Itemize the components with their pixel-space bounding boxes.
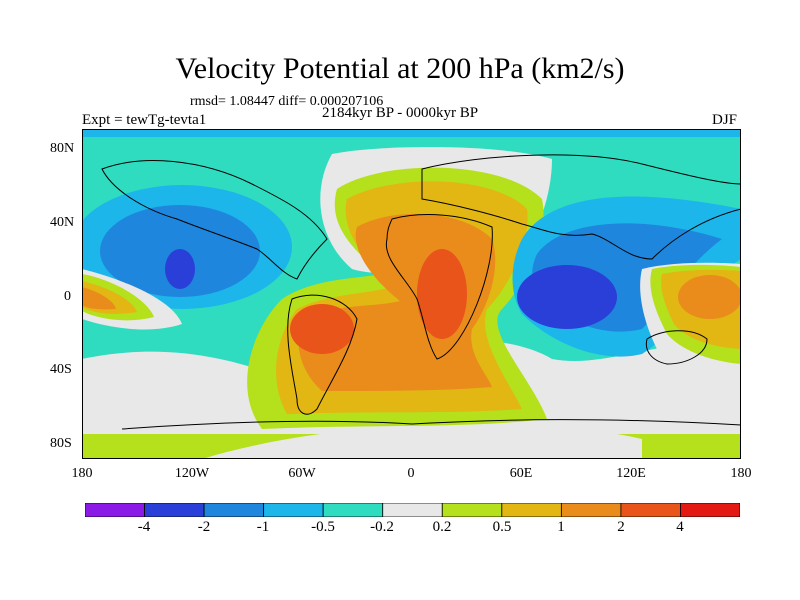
field-pacific-minus-2 — [165, 249, 195, 289]
lat-label-80n: 80N — [50, 141, 75, 156]
colorbar-box-2 — [203, 503, 265, 517]
lat-label-40s: 40S — [50, 362, 72, 377]
field-indian-minus-2 — [517, 265, 617, 329]
lat-label-equator: 0 — [64, 289, 71, 304]
colorbar-box-5 — [382, 503, 443, 517]
colorbar-box-3 — [263, 503, 324, 517]
field-north-edge — [82, 129, 741, 137]
colorbar-label-minus-1: -1 — [256, 519, 270, 535]
colorbar-label-1: 1 — [557, 519, 565, 535]
lon-label-120e: 120E — [616, 466, 646, 481]
lat-label-80s: 80S — [50, 436, 72, 451]
stats-label: rmsd= 1.08447 diff= 0.000207106 — [190, 94, 384, 109]
field-antarctic-neutral — [202, 423, 642, 459]
colorbar-box-7 — [501, 503, 562, 517]
coast-eurasia — [421, 154, 741, 260]
period-label: 2184kyr BP - 0000kyr BP — [322, 105, 479, 121]
colorbar-label-minus-2: -2 — [197, 519, 211, 535]
colorbar-box-6 — [441, 503, 503, 517]
map-frame — [82, 129, 741, 459]
field-east-pacific-plus-1 — [82, 287, 116, 310]
velocity-potential-map — [82, 129, 741, 459]
colorbar-box-8 — [560, 503, 622, 517]
colorbar-box-0 — [85, 503, 145, 517]
lon-label-60w: 60W — [288, 466, 316, 481]
colorbar-label-minus-0p5: -0.5 — [311, 519, 335, 535]
lat-label-40n: 40N — [50, 215, 75, 230]
colorbar-box-1 — [144, 503, 205, 517]
lon-label-60e: 60E — [509, 466, 533, 481]
coast-antarctica — [121, 419, 741, 430]
colorbar-label-minus-4: -4 — [137, 519, 151, 535]
colorbar — [85, 503, 740, 517]
lon-label-120w: 120W — [174, 466, 210, 481]
coast-north-america — [101, 160, 328, 280]
field-south-america-plus-2 — [290, 304, 354, 354]
season-label: DJF — [712, 112, 738, 128]
coast-africa — [385, 214, 493, 360]
colorbar-box-10 — [680, 503, 740, 517]
colorbar-label-minus-0p2: -0.2 — [370, 519, 394, 535]
colorbar-label-4: 4 — [676, 519, 684, 535]
experiment-label: Expt = tewTg-tevta1 — [82, 112, 207, 128]
colorbar-label-0p5: 0.5 — [492, 519, 512, 535]
lon-label-180w: 180 — [71, 466, 93, 481]
lon-label-180e: 180 — [730, 466, 752, 481]
colorbar-label-0p2: 0.2 — [432, 519, 452, 535]
coast-south-america — [287, 294, 358, 415]
colorbar-box-9 — [620, 503, 681, 517]
coast-australia — [645, 330, 708, 365]
lon-label-0: 0 — [407, 466, 415, 481]
colorbar-box-4 — [322, 503, 384, 517]
map-title: Velocity Potential at 200 hPa (km2/s) — [175, 52, 625, 85]
field-africa-plus-2 — [417, 249, 467, 339]
coastlines — [101, 154, 741, 430]
colorbar-label-2: 2 — [617, 519, 625, 535]
field-west-pacific-plus-1 — [678, 275, 741, 319]
